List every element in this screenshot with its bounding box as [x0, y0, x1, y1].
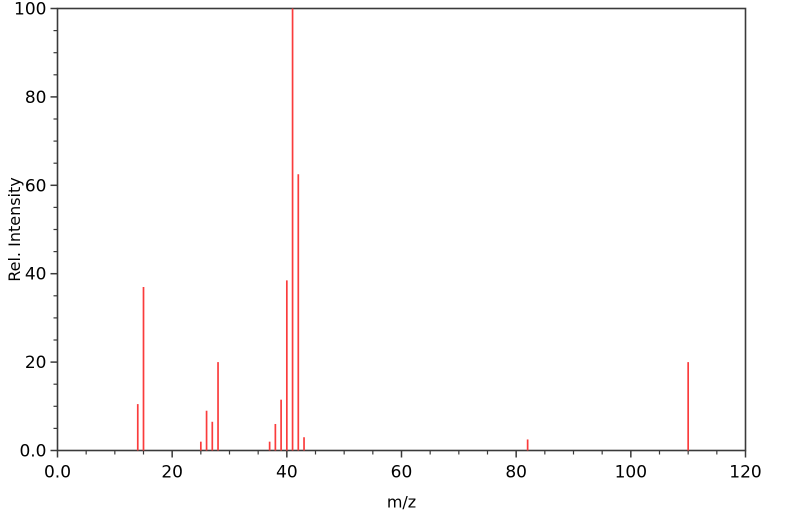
y-axis-tick-label: 0.0	[19, 442, 46, 462]
x-axis-tick-label: 80	[505, 463, 527, 483]
y-axis-tick-label: 40	[25, 265, 47, 285]
y-axis-tick-label: 20	[25, 353, 47, 373]
plot-frame	[56, 7, 747, 452]
y-axis-tick-label: 80	[25, 88, 47, 108]
x-axis-tick-label: 120	[729, 463, 761, 483]
x-axis-tick-label: 0.0	[44, 463, 71, 483]
x-axis-tick-label: 60	[391, 463, 413, 483]
y-axis-tick-label: 60	[25, 176, 47, 196]
x-axis-tick-label: 20	[161, 463, 183, 483]
x-axis-tick-label: 40	[276, 463, 298, 483]
y-axis-tick-label: 100	[14, 0, 46, 20]
x-axis-tick-label: 100	[615, 463, 647, 483]
y-axis-title: Rel. Intensity	[5, 177, 24, 282]
x-axis-title: m/z	[387, 493, 416, 512]
peak-series	[136, 8, 690, 451]
